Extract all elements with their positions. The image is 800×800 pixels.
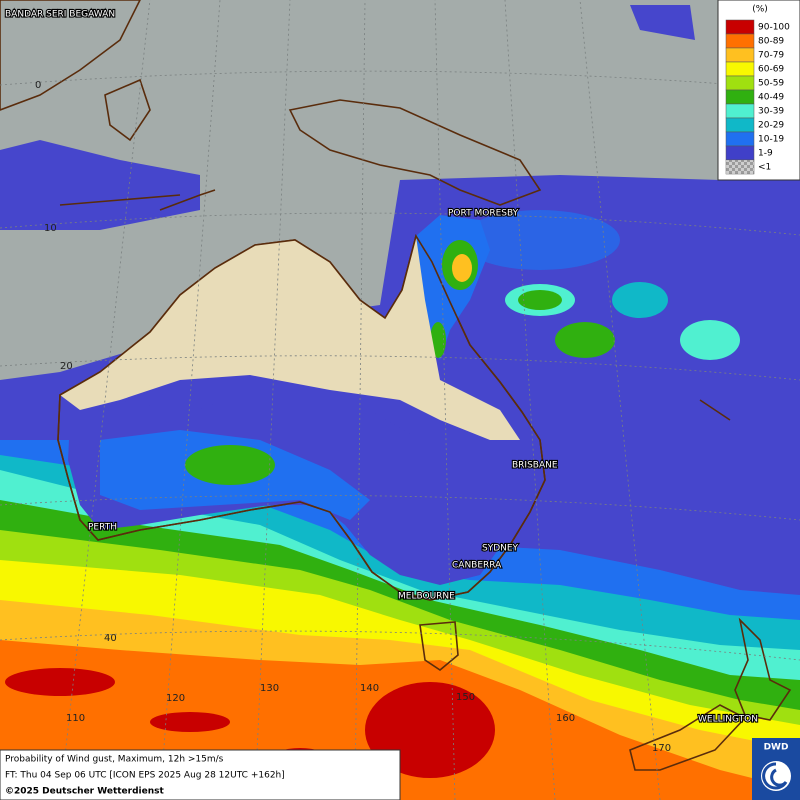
legend: (%) 90-100 80-89 70-79 60-69 50-59 40-49 30-39 2… <box>717 0 800 181</box>
grid-label: 110 <box>66 713 85 724</box>
grid-label: 160 <box>556 713 575 724</box>
logo-text: DWD <box>764 743 789 753</box>
place-label: PORT MORESBY <box>448 209 519 219</box>
place-label: CANBERRA <box>452 561 502 571</box>
legend-label: 40-49 <box>758 93 784 103</box>
place-label: MELBOURNE <box>398 592 455 602</box>
legend-swatch <box>725 117 755 133</box>
legend-swatch <box>725 61 755 77</box>
legend-swatch <box>725 131 755 147</box>
legend-swatch <box>725 33 755 49</box>
grid-label: 170 <box>652 743 671 754</box>
legend-swatch <box>725 75 755 91</box>
place-label: WELLINGTON <box>698 715 758 725</box>
legend-title: (%) <box>752 5 768 15</box>
legend-swatch-pattern <box>726 160 754 174</box>
legend-label: 1-9 <box>758 149 773 159</box>
caption-line: FT: Thu 04 Sep 06 UTC [ICON EPS 2025 Aug… <box>5 771 285 781</box>
legend-label: 20-29 <box>758 121 784 131</box>
dwd-logo: DWD <box>752 738 800 800</box>
place-label: SYDNEY <box>482 544 519 554</box>
legend-label: 90-100 <box>758 23 790 33</box>
grid-label: 10 <box>44 223 57 234</box>
legend-swatch <box>725 47 755 63</box>
land <box>0 0 792 771</box>
legend-label: 30-39 <box>758 107 784 117</box>
copyright: ©2025 Deutscher Wetterdienst <box>5 787 164 797</box>
grid-label: 130 <box>260 683 279 694</box>
legend-label: 80-89 <box>758 37 784 47</box>
legend-swatch <box>725 145 755 161</box>
legend-swatch <box>725 103 755 119</box>
map-labels: BANDAR SERI BEGAWAN PORT MORESBY BRISBANE P… <box>4 8 759 754</box>
grid-label: 40 <box>104 633 117 644</box>
grid-label: 150 <box>456 692 475 703</box>
place-label: BANDAR SERI BEGAWAN <box>5 10 115 20</box>
legend-label: 60-69 <box>758 65 784 75</box>
legend-swatch <box>725 19 755 35</box>
legend-label: 10-19 <box>758 135 784 145</box>
legend-swatch <box>725 89 755 105</box>
grid-label: 0 <box>35 80 41 91</box>
caption-box: Probability of Wind gust, Maximum, 12h >… <box>0 749 401 800</box>
grid-label: 120 <box>166 693 185 704</box>
legend-label: <1 <box>758 163 771 173</box>
legend-label: 70-79 <box>758 51 784 61</box>
place-label: PERTH <box>88 523 117 533</box>
legend-label: 50-59 <box>758 79 784 89</box>
grid-label: 20 <box>60 361 73 372</box>
caption-line: Probability of Wind gust, Maximum, 12h >… <box>5 755 224 765</box>
grid-label: 140 <box>360 683 379 694</box>
place-label: BRISBANE <box>512 461 558 471</box>
